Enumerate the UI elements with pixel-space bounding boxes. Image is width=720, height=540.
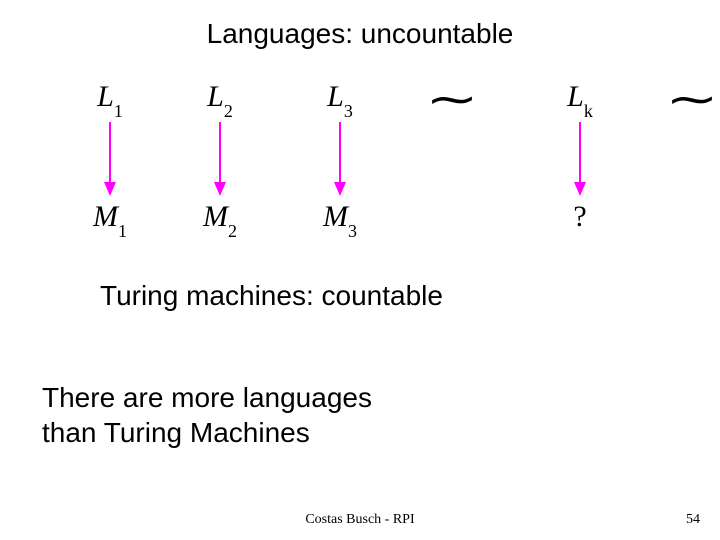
machine-subscript: 2 [228,221,237,241]
page-number: 54 [686,512,700,528]
page-title: Languages: uncountable [0,18,720,50]
language-label: L3 [310,80,370,118]
arrow-icon [102,122,118,196]
conclusion-line2: than Turing Machines [42,415,372,450]
language-subscript: 1 [114,101,123,121]
conclusion: There are more languages than Turing Mac… [42,380,372,450]
language-base: L [327,80,344,113]
language-subscript: 3 [344,101,353,121]
language-subscript: k [584,101,593,121]
subtitle: Turing machines: countable [100,280,443,312]
language-base: L [207,80,224,113]
arrow-icon [572,122,588,196]
machine-label: M3 [310,200,370,238]
arrow-icon [212,122,228,196]
footer-author: Costas Busch - RPI [0,512,720,528]
language-label: L1 [80,80,140,118]
machine-label: M1 [80,200,140,238]
machine-base: M [323,200,348,233]
language-label: L2 [190,80,250,118]
machine-base: M [93,200,118,233]
question-mark: ? [550,200,610,234]
language-label: Lk [550,80,610,118]
arrow-icon [332,122,348,196]
language-base: L [567,80,584,113]
language-subscript: 2 [224,101,233,121]
language-base: L [97,80,114,113]
conclusion-line1: There are more languages [42,380,372,415]
machine-subscript: 3 [348,221,357,241]
ellipsis-tilde-icon: ⁓ [430,74,474,125]
ellipsis-tilde-icon: ⁓ [670,74,714,125]
machine-label: M2 [190,200,250,238]
machine-base: M [203,200,228,233]
diagram-area: L1M1L2M2L3M3Lk?⁓⁓ [60,80,700,240]
machine-subscript: 1 [118,221,127,241]
